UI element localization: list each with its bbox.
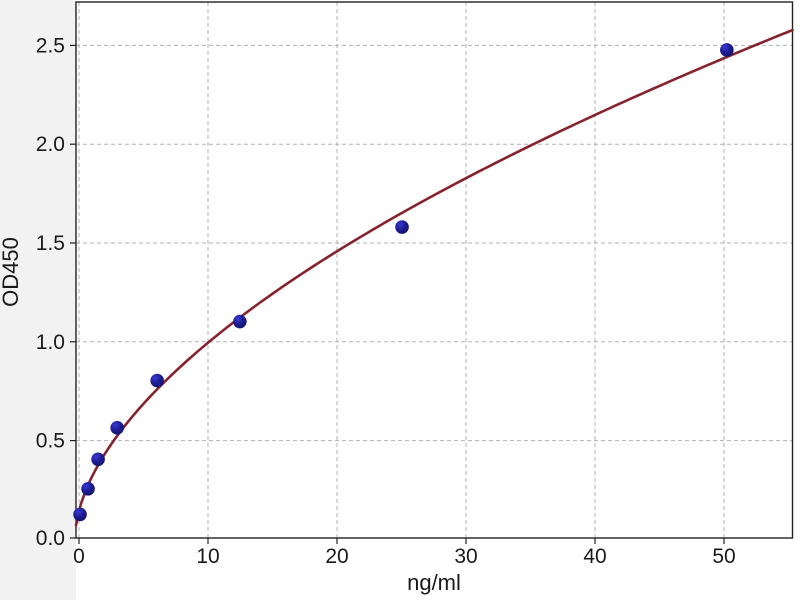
- svg-text:1.0: 1.0: [36, 331, 65, 354]
- svg-text:20: 20: [325, 545, 348, 568]
- svg-text:2.0: 2.0: [36, 133, 65, 156]
- svg-text:10: 10: [196, 545, 219, 568]
- svg-text:2.5: 2.5: [36, 34, 65, 57]
- svg-text:40: 40: [583, 545, 606, 568]
- svg-text:0: 0: [73, 545, 85, 568]
- svg-text:0.5: 0.5: [36, 430, 65, 453]
- svg-text:0.0: 0.0: [36, 527, 65, 550]
- svg-text:1.5: 1.5: [36, 232, 65, 255]
- svg-text:30: 30: [454, 545, 477, 568]
- svg-text:ng/ml: ng/ml: [407, 570, 461, 595]
- svg-text:50: 50: [712, 545, 735, 568]
- svg-text:OD450: OD450: [0, 237, 23, 307]
